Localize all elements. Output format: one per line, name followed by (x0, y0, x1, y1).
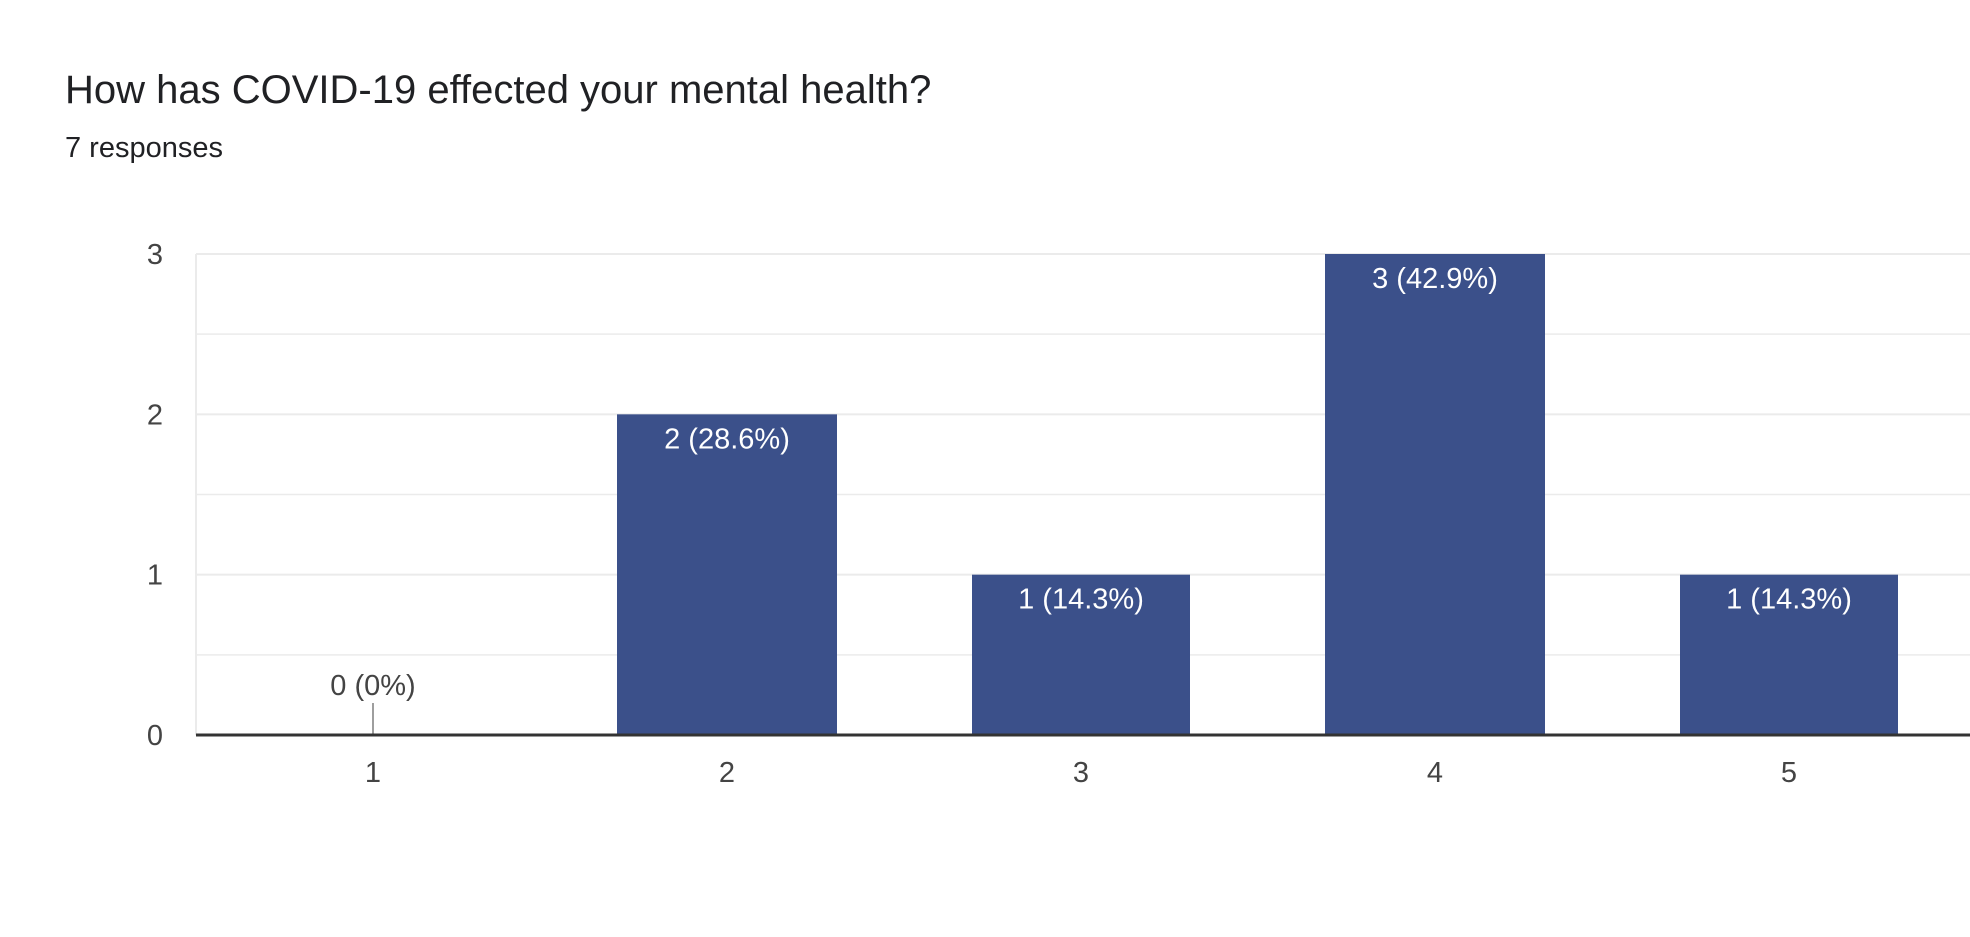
x-tick-label: 3 (1073, 757, 1089, 789)
x-tick-label: 5 (1781, 757, 1797, 789)
data-label: 1 (14.3%) (1726, 584, 1852, 616)
response-count: 7 responses (65, 132, 223, 164)
bar (617, 414, 837, 735)
y-tick-label: 1 (147, 560, 163, 592)
x-tick-label: 2 (719, 757, 735, 789)
data-label: 3 (42.9%) (1372, 263, 1498, 295)
data-label: 1 (14.3%) (1018, 584, 1144, 616)
data-label: 2 (28.6%) (664, 423, 790, 455)
y-tick-label: 0 (147, 720, 163, 752)
y-tick-label: 2 (147, 399, 163, 431)
question-title: How has COVID-19 effected your mental he… (65, 68, 932, 112)
bar (1325, 254, 1545, 735)
x-tick-label: 1 (365, 757, 381, 789)
y-tick-label: 3 (147, 239, 163, 271)
x-tick-label: 4 (1427, 757, 1443, 789)
data-label: 0 (0%) (330, 670, 415, 702)
bar (1680, 574, 1898, 735)
bar (972, 574, 1190, 735)
